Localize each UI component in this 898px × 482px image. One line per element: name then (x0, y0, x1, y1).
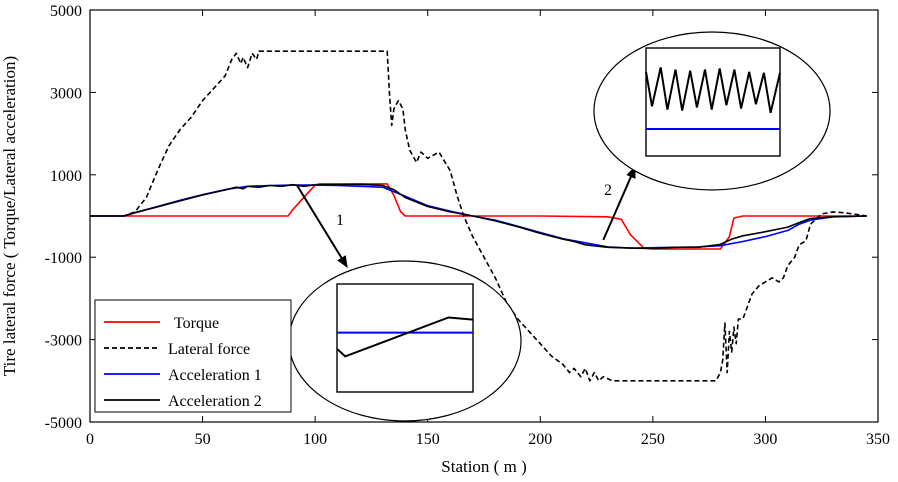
legend-label-acceleration-1: Acceleration 1 (168, 367, 262, 384)
x-tick-label: 50 (195, 431, 211, 448)
x-tick-label: 250 (641, 431, 665, 448)
insets (288, 31, 831, 422)
legend-label-lateral-force: Lateral force (168, 341, 250, 358)
y-tick-label: -5000 (45, 415, 82, 432)
callouts: 12 (296, 165, 636, 268)
inset-1-line-acceleration-2 (336, 316, 474, 358)
y-tick-label: 1000 (50, 168, 82, 185)
x-tick-label: 350 (866, 431, 890, 448)
x-tick-label: 150 (416, 431, 440, 448)
series-line-acceleration-2 (90, 183, 867, 250)
y-tick-label: -1000 (45, 250, 82, 267)
y-axis-title: Tire lateral force ( Torque/Lateral acce… (0, 56, 19, 376)
legend: Torque Lateral force Acceleration 1 Acceler… (94, 299, 292, 413)
y-tick-label: 3000 (50, 85, 82, 102)
y-tick-label: 5000 (50, 3, 82, 20)
inset-box-1 (336, 283, 474, 393)
x-tick-label: 300 (753, 431, 777, 448)
callout-label-1: 1 (336, 212, 344, 229)
callout-arrow-2 (602, 165, 636, 241)
x-tick-label: 200 (528, 431, 552, 448)
x-tick-label: 100 (303, 431, 327, 448)
legend-label-acceleration-2: Acceleration 2 (168, 393, 262, 410)
y-tick-label: -3000 (45, 333, 82, 350)
legend-box (94, 299, 292, 413)
x-tick-label: 0 (86, 431, 94, 448)
series (90, 50, 867, 382)
callout-arrow-1 (296, 184, 348, 268)
callout-label-2: 2 (604, 182, 612, 199)
legend-label-torque: Torque (174, 315, 219, 332)
inset-2-line-acceleration-2 (645, 67, 781, 114)
tick-labels: 0 50 100 150 200 250 300 350 -5000 -3000 -1000 1000… (45, 3, 890, 448)
x-axis-title: Station ( m ) (441, 457, 526, 476)
